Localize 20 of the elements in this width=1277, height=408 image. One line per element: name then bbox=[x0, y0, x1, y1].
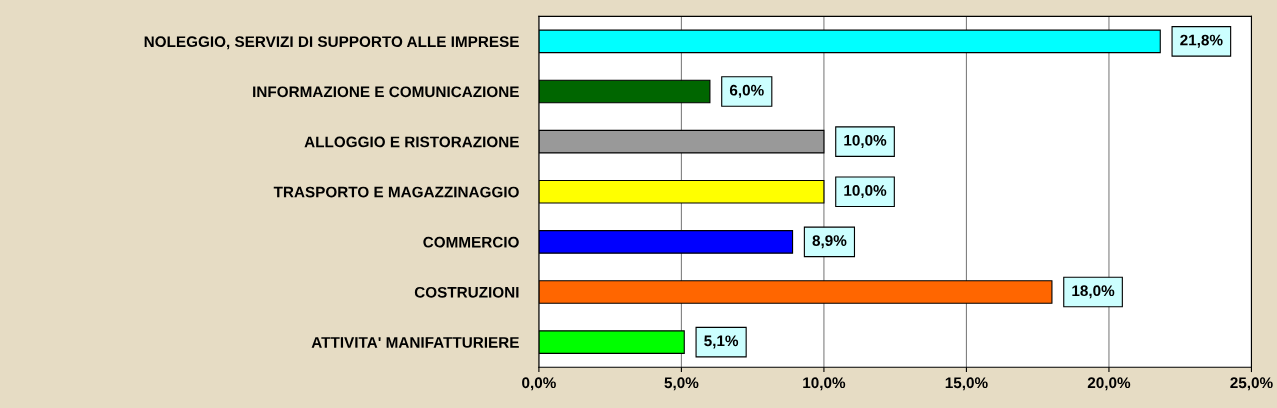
y-tick-label: NOLEGGIO, SERVIZI DI SUPPORTO ALLE IMPRESE bbox=[144, 36, 519, 50]
x-tick-label: 15,0% bbox=[945, 377, 988, 391]
data-label: 5,1% bbox=[704, 335, 739, 349]
x-tick-label: 10,0% bbox=[803, 377, 846, 391]
y-tick-label: TRASPORTO E MAGAZZINAGGIO bbox=[273, 186, 519, 198]
y-tick-label: ALLOGGIO E RISTORAZIONE bbox=[304, 136, 519, 148]
y-tick-label: COSTRUZIONI bbox=[414, 286, 519, 298]
data-label: 10,0% bbox=[844, 185, 887, 199]
x-tick-label: 5,0% bbox=[664, 377, 699, 391]
x-tick-label: 0,0% bbox=[522, 377, 556, 391]
data-label: 6,0% bbox=[729, 84, 764, 98]
x-tick-label: 20,0% bbox=[1087, 377, 1131, 391]
data-label: 10,0% bbox=[844, 134, 887, 148]
data-label: 8,9% bbox=[812, 235, 847, 249]
y-tick-label: ATTIVITA' MANIFATTURIERE bbox=[311, 337, 519, 348]
y-tick-label: COMMERCIO bbox=[423, 236, 519, 248]
data-label: 18,0% bbox=[1072, 285, 1115, 299]
y-tick-label: INFORMAZIONE E COMUNICAZIONE bbox=[253, 86, 519, 98]
data-label: 21,8% bbox=[1180, 34, 1223, 48]
x-tick-label: 25,0% bbox=[1230, 377, 1273, 391]
